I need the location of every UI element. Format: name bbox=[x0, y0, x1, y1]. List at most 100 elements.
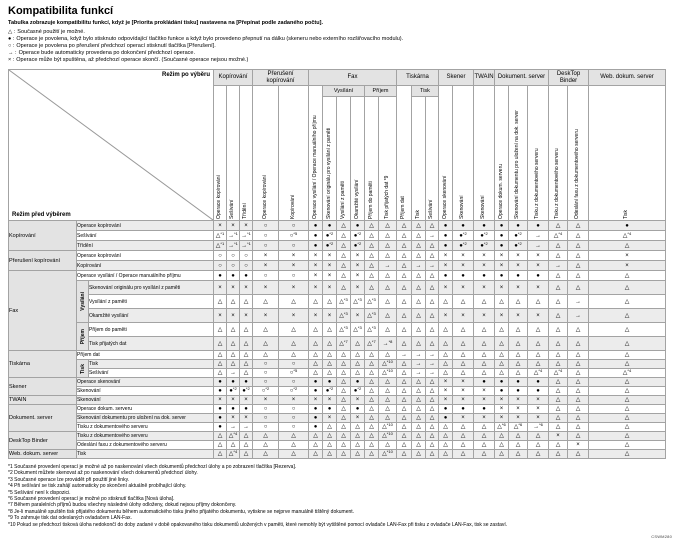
matrix-cell: △ bbox=[239, 322, 253, 337]
arrow-symbol: → bbox=[8, 50, 17, 57]
matrix-cell: △ bbox=[378, 270, 397, 281]
matrix-cell: ○ bbox=[278, 270, 309, 281]
matrix-cell: ○ bbox=[278, 377, 309, 387]
matrix-cell: ● bbox=[438, 270, 453, 281]
matrix-cell: △*3 bbox=[364, 322, 379, 337]
matrix-cell: △ bbox=[364, 368, 379, 378]
matrix-cell: △ bbox=[239, 449, 253, 459]
matrix-cell: × bbox=[438, 386, 453, 396]
matrix-cell: × bbox=[322, 413, 337, 423]
matrix-cell: ○ bbox=[252, 413, 279, 423]
table-row: Dokument. server Operace dokum. serveru ● ●… bbox=[8, 404, 666, 432]
matrix-cell: △ bbox=[425, 322, 439, 337]
column-header: Operace kopírování bbox=[213, 96, 227, 221]
matrix-cell: △*3 bbox=[350, 322, 365, 337]
row-group-label: Přerušení kopírování bbox=[8, 250, 77, 271]
matrix-cell: ○ bbox=[226, 250, 240, 261]
matrix-cell: ○ bbox=[252, 220, 279, 231]
matrix-cell: ● bbox=[494, 270, 509, 281]
matrix-cell: ●*2 bbox=[322, 230, 337, 241]
row-subgroup-label: Příjem bbox=[76, 322, 89, 351]
footnote: *5 Sešívání není k dispozici. bbox=[8, 489, 71, 496]
matrix-cell: △ bbox=[308, 359, 323, 369]
matrix-cell: × bbox=[252, 395, 279, 405]
matrix-cell: × bbox=[588, 250, 666, 261]
matrix-cell: △ bbox=[226, 350, 240, 360]
matrix-cell: × bbox=[322, 308, 337, 323]
matrix-cell: △ bbox=[364, 377, 379, 387]
matrix-cell: △ bbox=[213, 368, 227, 378]
matrix-cell: △ bbox=[226, 336, 240, 351]
matrix-cell: × bbox=[213, 308, 227, 323]
matrix-cell: △*10 bbox=[378, 449, 397, 459]
column-header: Operace kopírování bbox=[252, 96, 279, 221]
matrix-cell: × bbox=[252, 250, 279, 261]
matrix-cell: ● bbox=[322, 220, 337, 231]
matrix-cell: △ bbox=[350, 350, 365, 360]
matrix-cell: ● bbox=[588, 220, 666, 231]
matrix-cell: △ bbox=[278, 440, 309, 450]
matrix-cell: △*4 bbox=[527, 368, 549, 378]
matrix-cell: △ bbox=[322, 422, 337, 432]
footnotes: *1 Současné provedení operací je možné a… bbox=[8, 464, 672, 528]
row-label: Operace skenování bbox=[76, 377, 214, 387]
matrix-cell: ○ bbox=[252, 422, 279, 432]
row-label: Skenování originálu pro vysílání z pamět… bbox=[88, 280, 214, 295]
matrix-cell: △ bbox=[473, 431, 495, 441]
matrix-cell: × bbox=[494, 308, 509, 323]
row-label: Operace kopírování bbox=[76, 250, 214, 261]
matrix-cell: ● bbox=[213, 422, 227, 432]
matrix-cell: × bbox=[508, 280, 528, 295]
matrix-cell: × bbox=[452, 260, 474, 271]
matrix-cell: △ bbox=[378, 404, 397, 414]
matrix-cell: △ bbox=[548, 395, 568, 405]
matrix-cell: △ bbox=[452, 294, 474, 309]
matrix-cell: △ bbox=[213, 449, 227, 459]
matrix-cell: △ bbox=[567, 270, 589, 281]
matrix-cell: △ bbox=[588, 308, 666, 323]
column-header: Tisku z dokumentového serveru bbox=[527, 96, 549, 221]
column-subgroup-spacer bbox=[588, 85, 666, 97]
matrix-cell: △ bbox=[567, 260, 589, 271]
matrix-cell: △ bbox=[411, 280, 426, 295]
matrix-cell: △ bbox=[548, 449, 568, 459]
matrix-cell: △ bbox=[364, 359, 379, 369]
matrix-cell: △ bbox=[213, 431, 227, 441]
matrix-cell: △ bbox=[548, 294, 568, 309]
matrix-cell: × bbox=[278, 260, 309, 271]
matrix-cell: → bbox=[425, 350, 439, 360]
matrix-cell: △ bbox=[508, 368, 528, 378]
matrix-cell: △ bbox=[378, 395, 397, 405]
matrix-cell: △ bbox=[425, 440, 439, 450]
filled-circle-symbol: ● bbox=[8, 36, 14, 43]
matrix-cell: △ bbox=[548, 280, 568, 295]
matrix-cell: ● bbox=[508, 386, 528, 396]
matrix-cell: × bbox=[278, 395, 309, 405]
matrix-cell: ● bbox=[308, 404, 323, 414]
matrix-cell: × bbox=[508, 250, 528, 261]
column-group-header: Dokument. server bbox=[494, 69, 549, 86]
column-header: Skenování originálu pro vysílání z pamět… bbox=[322, 96, 337, 221]
matrix-cell: ● bbox=[508, 377, 528, 387]
matrix-cell: △ bbox=[527, 449, 549, 459]
matrix-cell: △ bbox=[425, 395, 439, 405]
matrix-cell: △ bbox=[336, 404, 351, 414]
matrix-cell: × bbox=[527, 260, 549, 271]
matrix-cell: △ bbox=[425, 386, 439, 396]
matrix-cell: × bbox=[226, 308, 240, 323]
matrix-cell: △ bbox=[378, 250, 397, 261]
matrix-cell: △ bbox=[364, 404, 379, 414]
matrix-cell: △ bbox=[411, 220, 426, 231]
legend-item: △Současné použití je možné. bbox=[8, 29, 672, 36]
matrix-cell: △ bbox=[396, 220, 412, 231]
matrix-cell: △ bbox=[473, 359, 495, 369]
column-header: Skenování bbox=[473, 96, 495, 221]
legend-item: →Operace bude automaticky provedena po d… bbox=[8, 50, 672, 57]
matrix-cell: → bbox=[425, 260, 439, 271]
matrix-cell: △ bbox=[588, 336, 666, 351]
matrix-cell: △ bbox=[588, 359, 666, 369]
column-subgroup-spacer bbox=[567, 85, 589, 97]
matrix-cell: △ bbox=[425, 336, 439, 351]
matrix-cell: △ bbox=[308, 322, 323, 337]
matrix-cell: △ bbox=[336, 250, 351, 261]
